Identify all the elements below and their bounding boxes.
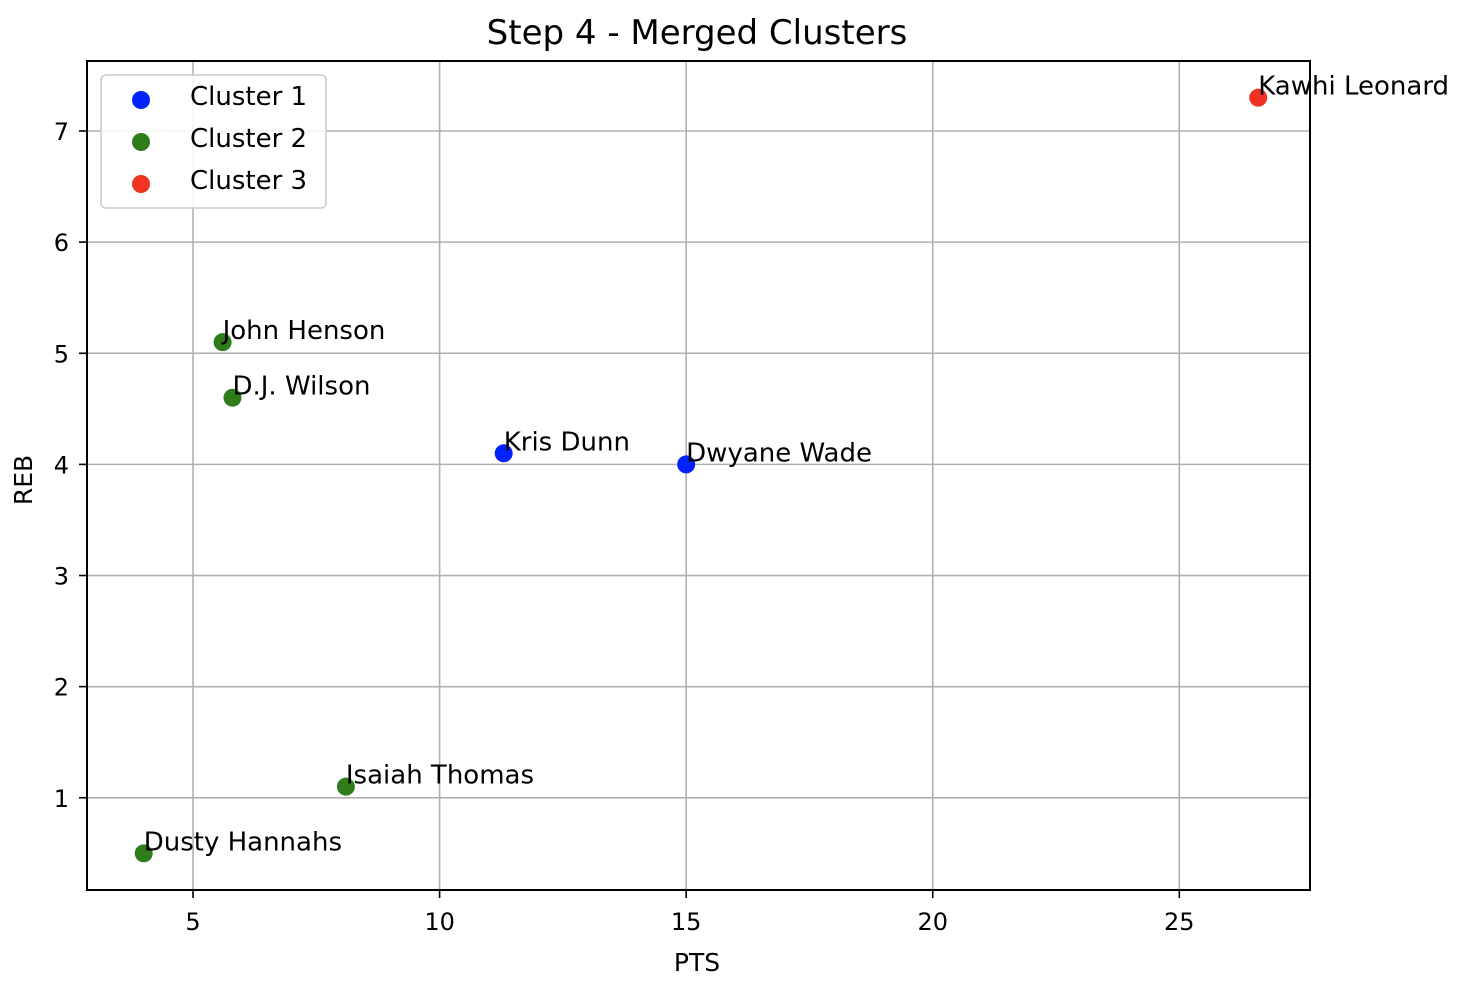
point-label: Kawhi Leonard: [1258, 72, 1449, 102]
x-axis-label: PTS: [674, 948, 720, 977]
point-labels: Kris Dunn Dwyane Wade John Henson D.J. Wils…: [144, 72, 1449, 858]
legend-marker: [132, 133, 150, 151]
y-tick-label: 5: [54, 340, 69, 368]
legend-entry: Cluster 2: [190, 124, 307, 154]
legend-entry: Cluster 1: [190, 82, 307, 112]
point-label: Kris Dunn: [504, 427, 630, 457]
data-point: [213, 333, 232, 352]
y-tick-label: 2: [54, 674, 69, 702]
legend-entry: Cluster 3: [190, 166, 307, 196]
legend: Cluster 1 Cluster 2 Cluster 3: [100, 74, 327, 209]
y-tick-label: 3: [54, 563, 69, 591]
data-point: [134, 844, 153, 863]
legend-marker: [132, 175, 150, 193]
data-point: [223, 388, 242, 407]
y-tick-label: 6: [54, 229, 69, 257]
y-tick-label: 7: [54, 118, 69, 146]
plot-frame: [86, 60, 1311, 891]
chart-title: Step 4 - Merged Clusters: [487, 13, 908, 53]
point-label: D.J. Wilson: [232, 372, 370, 402]
point-label: Dwyane Wade: [686, 438, 872, 468]
y-tick-label: 4: [54, 451, 69, 479]
y-tick-label: 1: [54, 785, 69, 813]
axis-ticks: 5 10 15 20 25 1 2 3 4 5 6 7: [54, 118, 1195, 936]
data-point: [1249, 88, 1268, 107]
x-tick-label: 15: [671, 908, 702, 936]
y-axis-label: REB: [9, 455, 38, 505]
data-points: [134, 88, 1268, 863]
legend-box: [100, 74, 327, 209]
data-point: [336, 777, 355, 796]
legend-marker: [132, 91, 150, 109]
point-label: John Henson: [221, 316, 386, 346]
x-tick-label: 25: [1164, 908, 1195, 936]
point-label: Isaiah Thomas: [346, 761, 534, 791]
data-point: [494, 444, 513, 463]
x-tick-label: 20: [917, 908, 948, 936]
point-label: Dusty Hannahs: [144, 827, 342, 857]
x-tick-label: 5: [185, 908, 200, 936]
data-point: [677, 455, 696, 474]
x-tick-label: 10: [424, 908, 455, 936]
